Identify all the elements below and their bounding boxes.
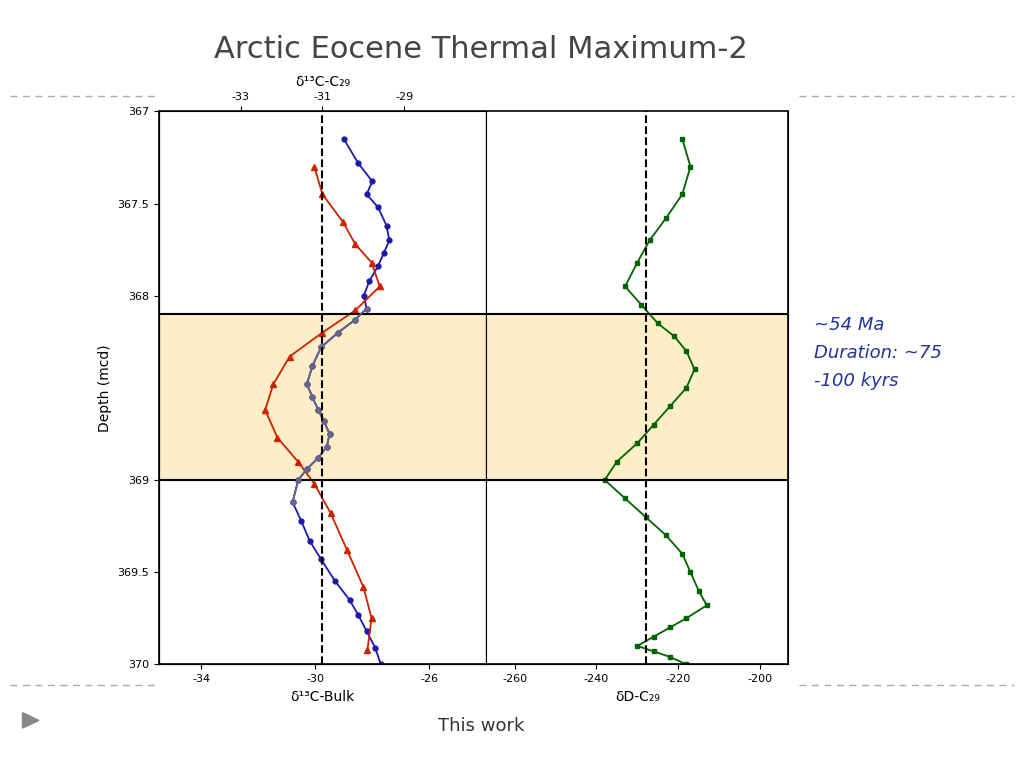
X-axis label: δD-C₂₉: δD-C₂₉ <box>614 690 659 703</box>
Y-axis label: Depth (mcd): Depth (mcd) <box>97 344 112 432</box>
Text: ~54 Ma
Duration: ~75
-100 kyrs: ~54 Ma Duration: ~75 -100 kyrs <box>814 316 942 390</box>
Text: Arctic Eocene Thermal Maximum-2: Arctic Eocene Thermal Maximum-2 <box>214 35 749 64</box>
Text: This work: This work <box>438 717 524 735</box>
Bar <box>486 314 788 480</box>
X-axis label: δ¹³C-Bulk: δ¹³C-Bulk <box>291 690 354 703</box>
Bar <box>159 314 486 480</box>
X-axis label: δ¹³C-C₂₉: δ¹³C-C₂₉ <box>295 75 350 89</box>
